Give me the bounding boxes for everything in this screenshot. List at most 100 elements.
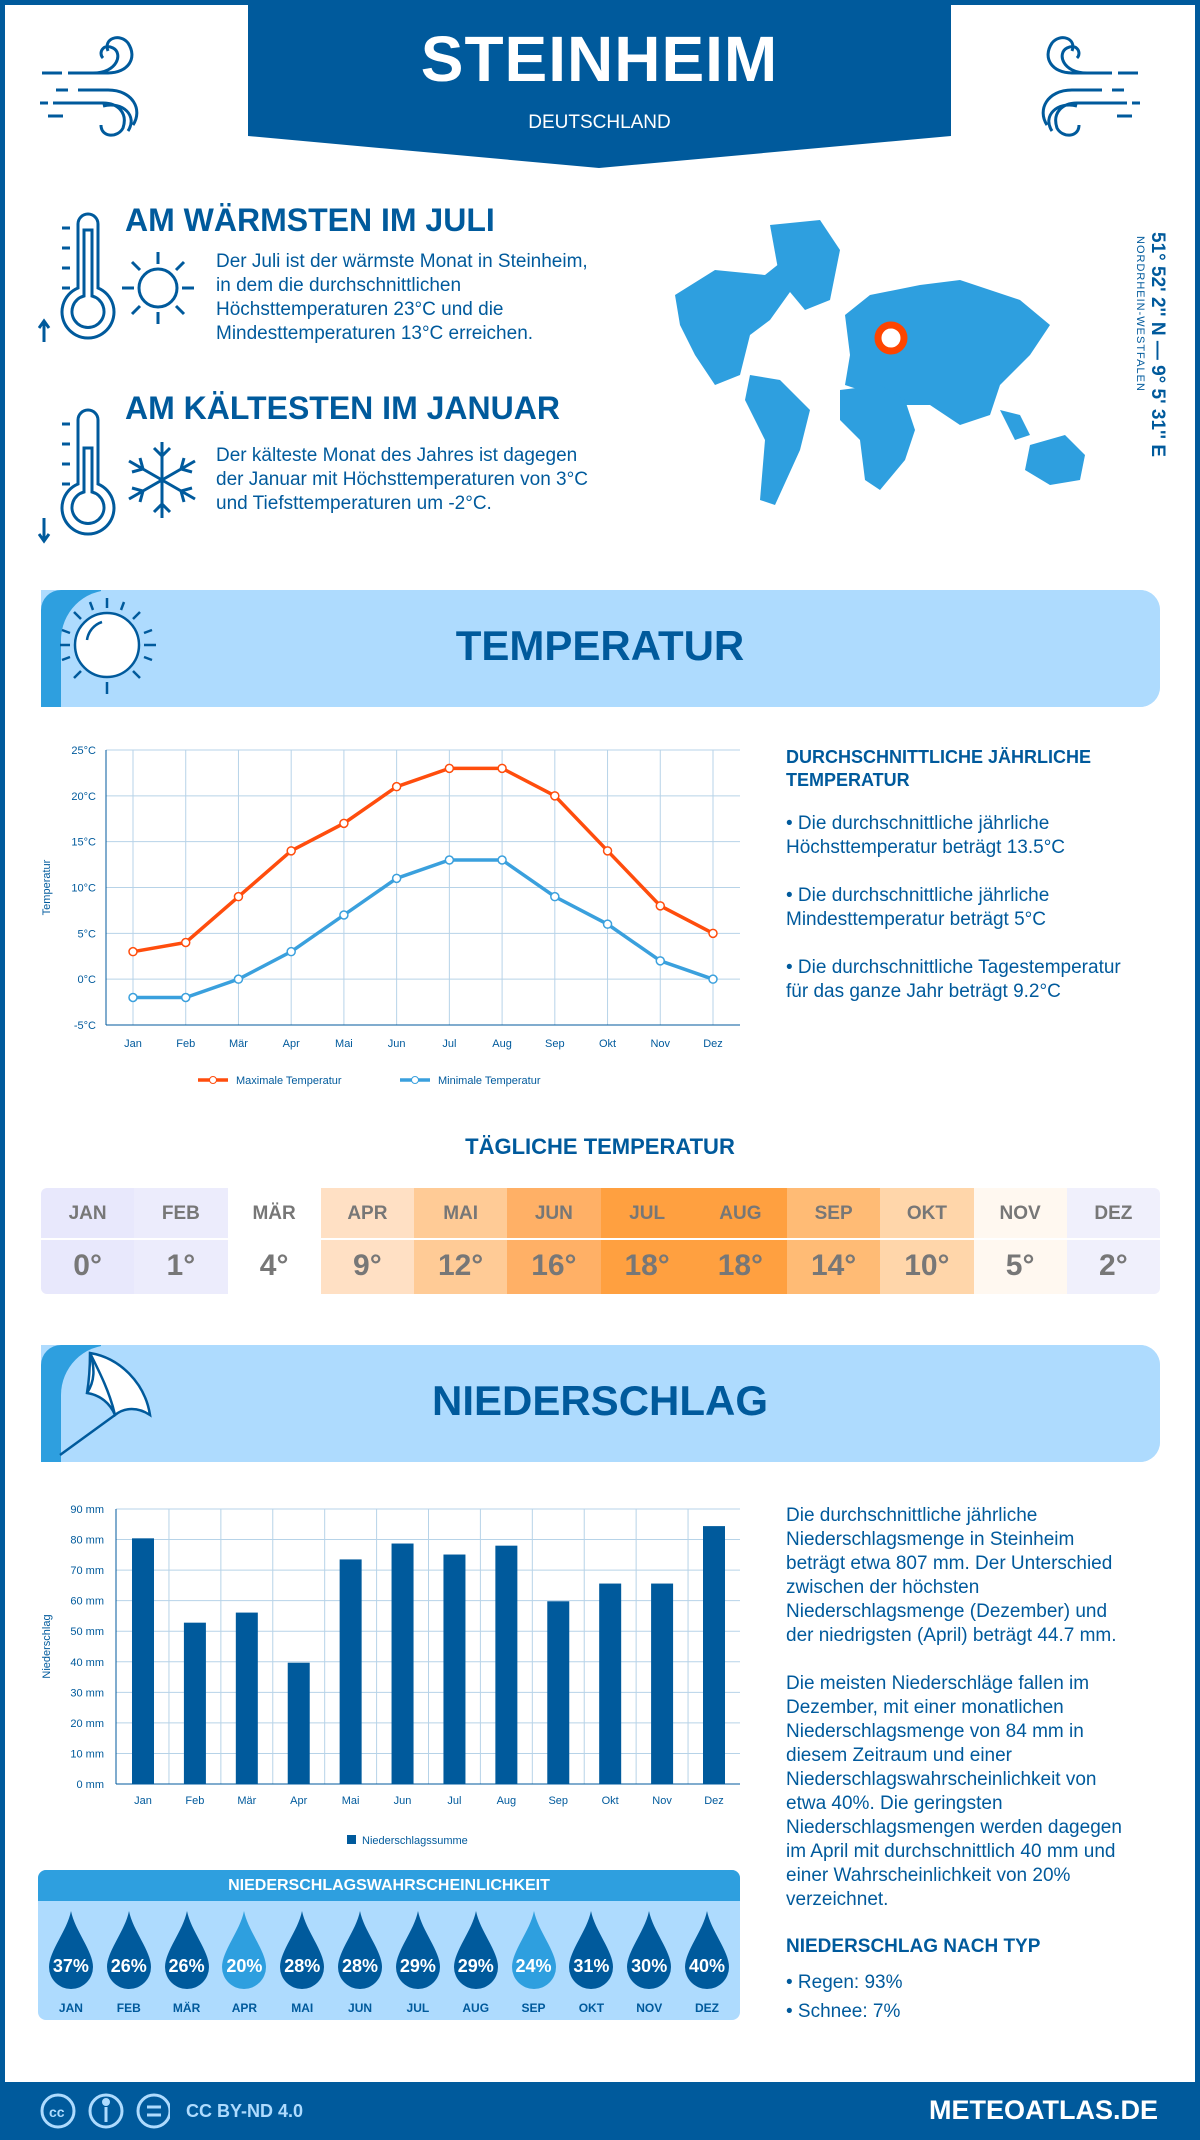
temp-value: 14° [810,1249,857,1282]
temp-value: 12° [437,1249,484,1282]
temp-value: 1° [166,1249,196,1282]
text-line: Niederschlagsmenge in Steinheim [786,1529,1075,1550]
bar-mai [339,1559,362,1784]
x-tick-label: Jul [442,1038,456,1050]
text-line: Niederschlagsmengen werden dagegen [786,1817,1122,1838]
temp-value: 4° [259,1249,289,1282]
cc-license-icons: cc [40,2093,170,2129]
text-line: zwischen der höchsten [786,1577,980,1598]
y-tick-label: 50 mm [70,1626,104,1638]
data-point [444,763,455,774]
series-line-0 [132,766,714,954]
month-label: OKT [880,1188,974,1240]
raindrop-icon [49,1911,93,1989]
x-tick-label: Jun [394,1795,412,1807]
data-point [286,946,296,957]
probability-okt: 31% OKT [562,1901,620,2020]
y-tick-label: 30 mm [70,1687,104,1699]
data-point [339,910,349,920]
probability-jun: 28% JUN [331,1901,389,2020]
daily-temp-okt: OKT 10° [880,1188,974,1294]
annual-temperature-title: DURCHSCHNITTLICHE JÄHRLICHE TEMPERATUR [786,746,1091,792]
world-map [675,220,1085,505]
probability-value: 20% [226,1956,263,1976]
site-link[interactable]: METEOATLAS.DE [929,2095,1158,2125]
text-line: Der Juli ist der wärmste Monat in Steinh… [216,251,588,272]
coldest-text: Der kälteste Monat des Jahres ist dagege… [216,444,636,516]
probability-jul: 29% JUL [389,1901,447,2020]
warmest-title: AM WÄRMSTEN IM JULI [125,202,495,238]
x-tick-label: Aug [497,1795,517,1807]
text-line: im April mit durchschnittlich 40 mm und [786,1841,1116,1862]
text-line: • Die durchschnittliche Tagestemperatur [786,957,1121,978]
data-point [391,873,402,884]
bar-apr [287,1662,310,1784]
data-point [708,928,718,939]
region: NORDRHEIN-WESTFALEN [1134,236,1146,392]
probability-title: NIEDERSCHLAGSWAHRSCHEINLICHKEIT [38,1870,740,1901]
raindrop-icon [511,1911,556,1989]
daily-temp-nov: NOV 5° [973,1188,1067,1294]
y-axis-label: Temperatur [41,859,53,915]
sun-icon [122,252,194,324]
data-point [497,855,507,865]
raindrop-icon [338,1911,383,1989]
raindrop-icon [222,1911,267,1989]
month-label: FEB [134,1188,228,1240]
data-point [391,781,402,792]
text-line: der Januar mit Höchsttemperaturen von 3°… [216,469,588,490]
bar-jun [391,1543,414,1784]
raindrop-icon [395,1911,440,1989]
probability-aug: 29% AUG [447,1901,505,2020]
probability-value: 26% [168,1956,205,1976]
annual-temperature-bullets: • Die durchschnittliche jährliche Höchstt… [786,812,1166,1004]
y-axis-label: Niederschlag [41,1614,53,1678]
month-label: OKT [578,2001,605,2015]
x-tick-label: Nov [650,1038,670,1050]
daily-temp-mär: MÄR 4° [227,1188,321,1294]
legend-label: Niederschlagssumme [362,1835,468,1847]
temperature-section-header [41,590,1160,707]
text-line: verzeichnet. [786,1889,889,1910]
data-point [286,846,296,856]
x-tick-label: Okt [602,1795,619,1807]
month-label: JUN [348,2001,373,2015]
month-label: JUL [600,1188,694,1240]
bar-jul [443,1554,466,1784]
data-point [180,937,191,948]
city-title: STEINHEIM [420,23,779,95]
y-tick-label: 5°C [78,928,97,940]
bar-nov [651,1583,674,1784]
temp-value: 10° [904,1249,950,1282]
y-tick-label: 15°C [71,837,96,849]
bar-mär [235,1612,258,1784]
text-line: und Tiefsttemperaturen um -2°C. [216,493,492,514]
x-tick-label: Apr [283,1038,300,1050]
thermometer-down-icon [38,408,116,544]
x-tick-label: Dez [703,1038,723,1050]
bar-sep [547,1601,570,1784]
precipitation-section-title: NIEDERSCHLAG [431,1377,769,1424]
month-label: JAN [58,2001,83,2015]
daily-temp-jun: JUN 16° [507,1188,601,1294]
month-label: APR [320,1188,414,1240]
probability-value: 24% [515,1956,552,1976]
x-tick-label: Apr [290,1795,307,1807]
temp-value: 16° [531,1249,577,1282]
data-point [655,956,666,966]
x-tick-label: Dez [704,1795,724,1807]
footer: cc CC BY-ND 4.0 METEOATLAS.DE [0,2082,1200,2140]
data-point [444,855,455,865]
sun-icon [60,598,156,694]
month-label: APR [231,2001,258,2015]
x-tick-label: Okt [599,1038,616,1050]
probability-sep: 24% SEP [505,1901,563,2020]
text-line: Dezember, mit einer monatlichen [786,1697,1064,1718]
raindrop-icon [106,1911,151,1989]
legend-label: Maximale Temperatur [236,1075,342,1087]
coordinates: 51° 52' 2'' N — 9° 5' 31'' E [1147,232,1168,458]
probability-value: 28% [284,1956,321,1976]
y-tick-label: 0°C [78,974,97,986]
probability-value: 31% [573,1956,610,1976]
x-tick-label: Sep [545,1038,565,1050]
